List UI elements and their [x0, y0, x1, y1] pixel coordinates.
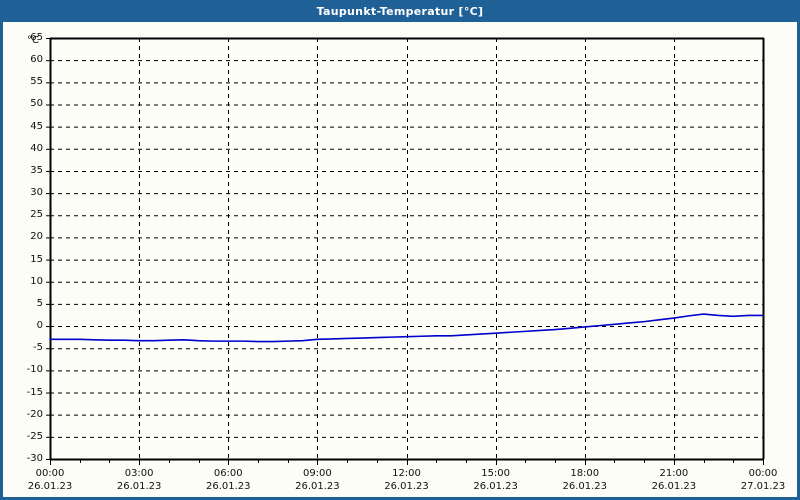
x-axis-tick-label: 00:00 26.01.23	[10, 467, 90, 493]
x-axis-tick-label: 03:00 26.01.23	[99, 467, 179, 493]
x-axis-tick-date: 27.01.23	[740, 481, 786, 492]
y-axis-tick-label: 40	[30, 142, 43, 154]
x-axis-tick-time: 18:00	[570, 468, 600, 479]
y-axis-tick-label: 45	[30, 120, 43, 132]
y-axis-tick-label: 65	[30, 32, 43, 43]
y-axis-tick-label: -30	[26, 453, 43, 464]
y-axis-tick-label: 15	[30, 253, 43, 265]
page-title: Taupunkt-Temperatur [°C]	[316, 4, 484, 18]
y-axis-tick-label: -5	[33, 342, 43, 354]
x-axis-tick-date: 26.01.23	[651, 481, 697, 492]
line-chart-plot	[46, 37, 765, 465]
x-axis-tick-label: 09:00 26.01.23	[277, 467, 357, 493]
y-axis-tick-label: 50	[30, 98, 43, 110]
x-axis-tick-date: 26.01.23	[384, 481, 429, 492]
x-axis-tick-time: 15:00	[481, 468, 511, 479]
y-axis-tick-label: 10	[30, 275, 43, 287]
y-axis-tick-label: -25	[26, 430, 43, 442]
x-axis-tick-date: 26.01.23	[116, 481, 162, 492]
x-axis-tick-label: 15:00 26.01.23	[456, 467, 536, 493]
x-axis-tick-label: 12:00 26.01.23	[367, 467, 447, 493]
x-axis-tick-time: 21:00	[659, 468, 689, 479]
y-axis-tick-label: -20	[26, 408, 43, 420]
y-axis-tick-label: 0	[36, 320, 43, 332]
window-title-bar: Taupunkt-Temperatur [°C]	[0, 0, 800, 22]
x-axis-tick-date: 26.01.23	[295, 481, 340, 492]
x-axis-tick-time: 00:00	[35, 468, 65, 479]
x-axis-tick-label: 06:00 26.01.23	[188, 467, 268, 493]
y-axis-tick-label: 30	[30, 187, 43, 199]
chart-canvas: °C 65 60 55 50 45 40 35 30 25 20 15 10 5 0 -5 -10 -15 -20…	[3, 22, 797, 497]
y-axis-unit-label: °C	[27, 35, 39, 46]
x-axis-tick-label: 18:00 26.01.23	[545, 467, 625, 493]
x-axis-tick-label: 00:00 27.01.23	[723, 467, 800, 493]
y-axis-tick-label: 35	[30, 164, 43, 176]
x-axis-tick-time: 00:00	[748, 468, 778, 479]
x-axis-tick-date: 26.01.23	[27, 481, 73, 492]
y-axis-tick-label: 60	[30, 54, 43, 66]
x-axis-tick-time: 06:00	[213, 468, 243, 479]
x-axis-tick-time: 09:00	[302, 468, 332, 479]
x-axis-tick-time: 03:00	[124, 468, 154, 479]
x-axis-tick-time: 12:00	[392, 468, 421, 479]
y-axis-tick-label: -10	[26, 364, 43, 376]
x-axis-tick-date: 26.01.23	[562, 481, 608, 492]
x-axis-tick-date: 26.01.23	[473, 481, 518, 492]
y-axis-tick-label: 55	[30, 76, 43, 88]
y-axis-tick-label: 5	[36, 297, 43, 309]
x-axis-tick-date: 26.01.23	[205, 481, 251, 492]
y-axis-tick-label: 20	[30, 231, 43, 243]
y-axis-tick-label: 25	[30, 209, 43, 221]
y-axis-tick-label: -15	[26, 386, 43, 398]
x-axis-tick-label: 21:00 26.01.23	[634, 467, 714, 493]
